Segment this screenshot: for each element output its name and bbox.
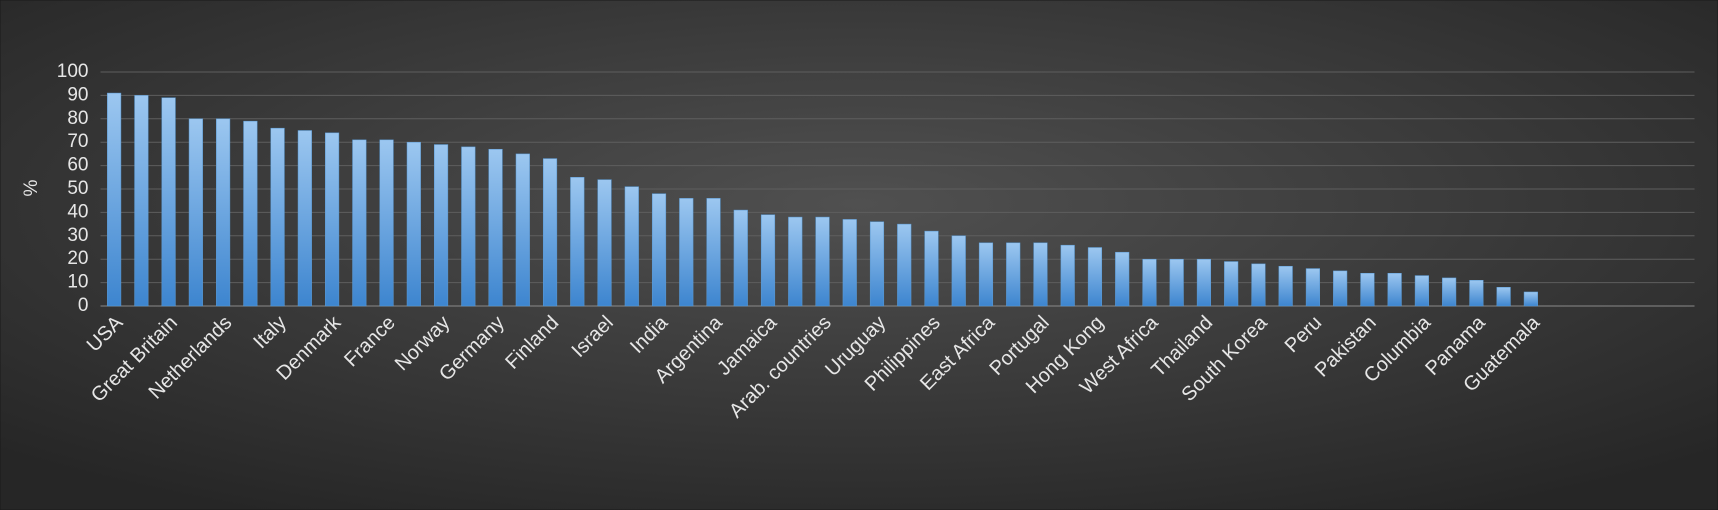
bar <box>1006 242 1021 307</box>
bar <box>134 95 149 307</box>
bar <box>1087 247 1103 307</box>
bar <box>406 141 421 307</box>
y-tick-label: 70 <box>67 131 88 152</box>
bar <box>1469 280 1484 307</box>
bar <box>1496 287 1511 307</box>
bar <box>597 179 612 307</box>
y-tick-label: 90 <box>67 84 88 105</box>
bar <box>188 118 203 307</box>
y-tick-label: 60 <box>67 155 88 176</box>
bar <box>434 144 449 307</box>
bar <box>1442 277 1457 307</box>
y-tick-label: 20 <box>67 248 88 269</box>
bar <box>243 120 258 307</box>
bar <box>1142 258 1157 307</box>
y-tick-label: 10 <box>67 272 88 293</box>
bar <box>733 209 748 307</box>
bar <box>297 130 312 307</box>
bar <box>352 139 367 307</box>
bar <box>570 177 585 307</box>
bar <box>1360 272 1375 307</box>
bar <box>651 193 667 307</box>
y-tick-label: 80 <box>67 108 88 129</box>
bar <box>869 221 885 307</box>
y-axis-label: % <box>21 179 42 196</box>
bar <box>706 198 721 307</box>
bar <box>488 148 503 307</box>
y-tick-label: 30 <box>67 225 88 246</box>
bar <box>1224 261 1239 307</box>
bar <box>1196 258 1211 307</box>
bar <box>1169 258 1184 307</box>
bar <box>542 158 558 307</box>
bar <box>1033 242 1048 307</box>
bar <box>325 132 340 307</box>
bar <box>897 223 912 307</box>
bar <box>1333 270 1348 307</box>
y-tick-label: 0 <box>78 295 89 316</box>
bar <box>624 186 639 307</box>
bar <box>1060 244 1075 307</box>
bar <box>1387 272 1402 307</box>
bar <box>760 214 776 307</box>
bar <box>1523 291 1538 307</box>
bar <box>515 153 530 307</box>
bar <box>1414 275 1429 307</box>
bar <box>679 198 694 307</box>
bar <box>842 219 857 307</box>
y-tick-label: 50 <box>67 178 88 199</box>
bar <box>924 230 939 307</box>
bar <box>107 92 122 307</box>
bar <box>1278 265 1293 307</box>
bar <box>1115 251 1130 307</box>
bar <box>161 97 176 307</box>
bar <box>270 127 285 307</box>
bar <box>951 235 966 307</box>
bar <box>1305 268 1320 307</box>
bar <box>379 139 394 307</box>
bar <box>788 216 803 307</box>
bar <box>1251 263 1266 307</box>
y-tick-label: 100 <box>57 61 89 82</box>
bar <box>216 118 231 307</box>
y-tick-label: 40 <box>67 201 88 222</box>
bar <box>815 216 830 307</box>
bar <box>461 146 476 307</box>
bar <box>978 242 994 307</box>
